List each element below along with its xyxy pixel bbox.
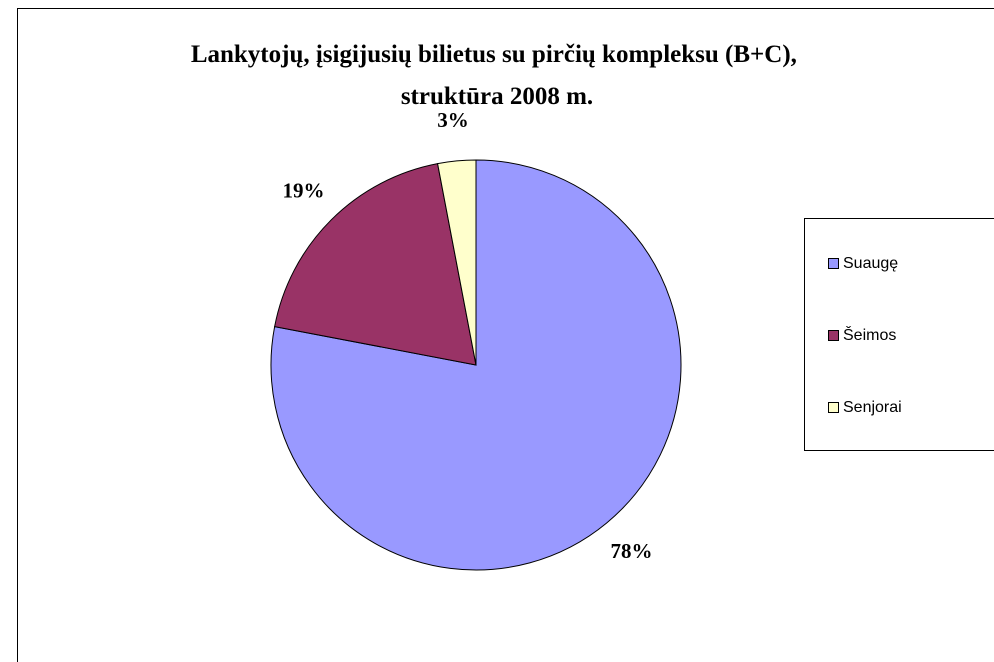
- pie-slice: [437, 159, 477, 366]
- value-label: 3%: [437, 108, 469, 132]
- legend-label: Senjorai: [843, 399, 902, 416]
- legend-label: Suaugę: [843, 255, 898, 272]
- chart-title: Lankytojų, įsigijusių bilietus su pirčių…: [191, 41, 803, 110]
- value-label: 78%: [611, 539, 653, 563]
- title-line: struktūra 2008 m.: [401, 83, 593, 110]
- legend-swatch: [828, 330, 839, 341]
- value-label: 19%: [282, 178, 324, 202]
- pie-slice: [274, 163, 477, 366]
- legend-swatch: [828, 258, 839, 269]
- legend-swatch: [828, 402, 839, 413]
- legend-label: Šeimos: [843, 325, 896, 344]
- title-line: Lankytojų, įsigijusių bilietus su pirčių…: [191, 41, 797, 68]
